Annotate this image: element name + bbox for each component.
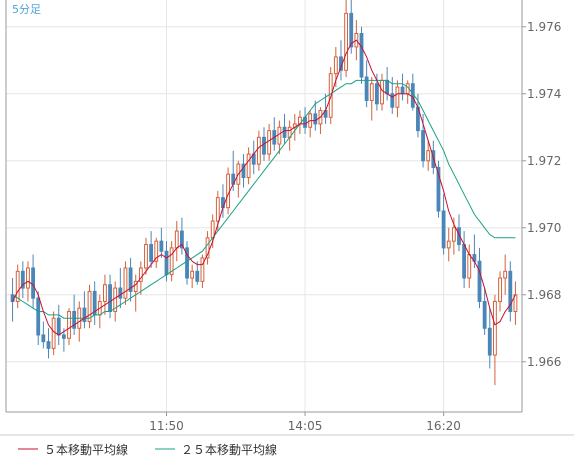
candle-body	[380, 79, 384, 105]
candle-body	[462, 244, 467, 279]
candle-body	[508, 270, 513, 313]
candle-body	[179, 230, 184, 249]
timeframe-label: 5分足	[12, 3, 41, 16]
legend-label: ２５本移動平均線	[181, 442, 277, 457]
candle-body	[262, 136, 266, 155]
candle-body	[390, 93, 395, 108]
candle-body	[359, 32, 364, 78]
candle-body	[492, 300, 497, 356]
candle-body	[246, 153, 251, 179]
candle-body	[226, 173, 230, 209]
candle-body	[513, 294, 518, 313]
candle-body	[313, 113, 318, 125]
x-tick-label: 16:20	[426, 419, 461, 433]
ma5-line	[12, 39, 516, 336]
candle-body	[164, 250, 169, 276]
candle-body	[41, 334, 46, 343]
candle-body	[446, 240, 451, 249]
candle-body	[113, 287, 118, 313]
candle-body	[256, 136, 261, 165]
candle-body	[128, 267, 133, 292]
y-tick-label: 1.968	[527, 288, 561, 302]
candle-body	[20, 270, 25, 289]
candle-body	[282, 126, 287, 138]
x-axis: 11:50 14:05 16:20	[149, 412, 461, 433]
candle-body	[118, 287, 123, 299]
candle-body	[195, 270, 200, 282]
candle-body	[72, 311, 77, 329]
candle-body	[190, 270, 195, 279]
candle-body	[87, 290, 92, 323]
candle-body	[374, 83, 379, 105]
legend: ５本移動平均線 ２５本移動平均線	[18, 442, 277, 457]
candle-body	[26, 267, 30, 289]
candle-body	[82, 307, 87, 323]
y-tick-label: 1.974	[527, 87, 561, 101]
candle-body	[159, 240, 164, 252]
candle-body	[36, 297, 41, 336]
candle-body	[46, 341, 51, 349]
candle-body	[138, 267, 143, 282]
candle-body	[200, 257, 205, 282]
candle-body	[133, 280, 138, 292]
candle-body	[241, 163, 246, 179]
y-tick-label: 1.976	[527, 20, 561, 34]
candle-body	[277, 126, 282, 145]
candle-body	[369, 83, 374, 101]
legend-label: ５本移動平均線	[44, 442, 128, 457]
y-tick-label: 1.970	[527, 221, 561, 235]
candle-body	[441, 210, 446, 249]
candle-body	[267, 130, 272, 155]
candle-body	[144, 244, 148, 269]
candle-body	[487, 327, 492, 356]
candle-body	[421, 130, 425, 162]
candle-body	[103, 284, 107, 302]
x-tick-label: 11:50	[149, 419, 184, 433]
candle-body	[436, 166, 441, 212]
candle-body	[67, 311, 71, 339]
candle-body	[154, 240, 159, 262]
candle-body	[333, 56, 338, 75]
candle-body	[457, 227, 461, 246]
candle-body	[451, 227, 456, 242]
candle-body	[210, 220, 215, 239]
candle-body	[108, 284, 112, 313]
candle-body	[385, 79, 390, 95]
candle-body	[185, 247, 189, 279]
y-tick-label: 1.966	[527, 355, 561, 369]
candle-body	[169, 247, 174, 276]
x-tick-label: 14:05	[288, 419, 323, 433]
candle-body	[467, 254, 472, 279]
candle-body	[174, 230, 179, 249]
y-tick-label: 1.972	[527, 154, 561, 168]
candle-body	[61, 334, 66, 339]
candle-body	[215, 197, 220, 222]
candle-body	[56, 317, 61, 336]
candle-body	[123, 267, 128, 299]
ma25-line	[12, 79, 516, 319]
candle-body	[31, 267, 36, 299]
plot-area	[6, 0, 522, 412]
candle-body	[15, 270, 20, 302]
candle-body	[498, 277, 502, 302]
candle-body	[395, 86, 400, 108]
y-axis: 1.966 1.968 1.970 1.972 1.974 1.976	[522, 20, 561, 369]
candle-body	[426, 150, 431, 162]
candle-body	[503, 270, 508, 279]
candle-body	[477, 260, 482, 302]
candle-body	[51, 317, 56, 349]
candle-body	[205, 237, 210, 259]
candle-body	[349, 12, 354, 48]
candle-body	[149, 244, 154, 262]
candle-body	[400, 86, 405, 95]
candle-body	[364, 76, 369, 101]
candle-body	[482, 300, 487, 329]
candle-body	[344, 12, 349, 71]
